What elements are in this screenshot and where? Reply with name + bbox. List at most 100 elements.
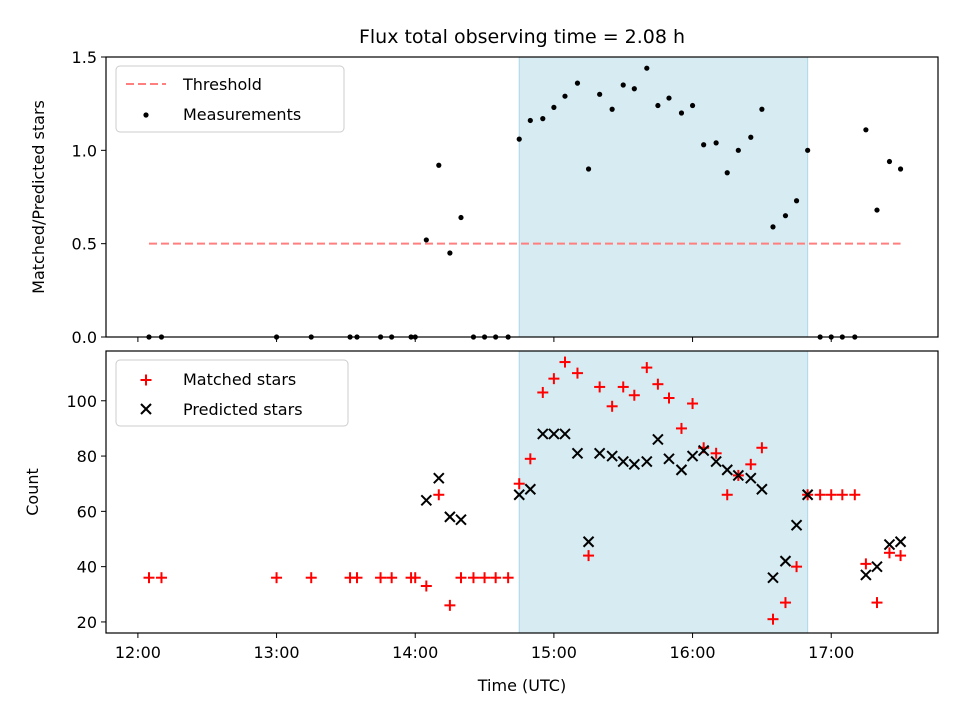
ratio-legend: Threshold Measurements [115,65,345,133]
x-tick-label: 17:00 [808,643,854,662]
predicted-star-point [571,447,584,460]
y-tick-label: 1.0 [72,141,97,160]
matched-star-point [305,572,317,584]
measurement-point [551,104,557,110]
matched-star-point [860,558,872,570]
y-tick-label: 1.5 [72,48,97,67]
predicted-star-point [606,450,618,462]
predicted-star-point [894,536,907,548]
x-tick-label: 14:00 [392,643,438,662]
predicted-star-point [593,447,606,460]
matched-star-point [779,597,791,609]
y-tick-label: 0.0 [72,328,97,347]
predicted-star-point [652,433,664,446]
legend-matched-label: Matched stars [183,370,296,389]
ratio-axes: 0.0 0.5 1.0 1.5 [72,48,832,347]
legend-box [115,65,345,133]
x-axis-label: Time (UTC) [477,676,566,695]
measurement-point [516,136,522,142]
matched-star-point [663,392,675,404]
matched-star-point [836,489,848,501]
matched-star-point [745,458,757,470]
measurement-point [805,147,811,153]
predicted-star-point [537,428,549,440]
y-tick-label: 0.5 [72,235,97,254]
x-tick-label: 12:00 [115,643,161,662]
chart-title: Flux total observing time = 2.08 h [359,26,685,48]
count-axes: 12:00 13:00 14:00 15:00 16:00 17:00 20 40 60 80 10… [66,392,854,662]
predicted-star-point [686,450,699,462]
predicted-star-point [860,569,872,581]
legend-predicted-swatch [140,403,152,415]
measurement-point [458,214,464,221]
predicted-star-point [883,538,896,551]
measurement-point [585,166,592,172]
y-tick-label: 40 [77,558,97,577]
x-tick-label: 16:00 [670,643,716,662]
predicted-star-point [641,455,653,468]
predicted-star-point [721,464,733,476]
predicted-star-point [548,428,560,440]
matched-star-point [467,572,479,584]
matched-star-point [537,386,549,398]
ratio-y-axis-label: Matched/Predicted stars [29,100,48,294]
predicted-star-point [617,455,629,468]
predicted-star-point [524,483,537,495]
matched-star-point [386,572,398,584]
measurement-point [644,65,650,71]
matched-star-point [490,572,502,584]
count-panel-frame [105,350,939,634]
measurement-point [782,213,789,219]
matched-star-point [767,613,779,625]
measurement-point [655,102,661,109]
matched-star-point [524,453,536,465]
measurement-point [447,250,453,256]
predicted-star-point [420,494,433,507]
measurement-point [886,158,893,165]
legend-threshold-label: Threshold [182,75,262,94]
predicted-star-point [444,511,456,523]
matched-star-point [617,381,629,393]
measurement-point [713,140,719,146]
measurement-point [701,142,707,148]
matched-star-point [375,572,387,584]
measurement-point [666,95,672,101]
matched-star-point [548,373,560,385]
predicted-star-point [801,489,814,501]
matched-star-point [628,389,640,401]
matched-star-point [652,378,664,390]
matched-star-point [871,597,883,609]
legend-matched-swatch [140,374,152,386]
matched-star-point [479,572,491,584]
predicted-star-point [756,483,768,495]
matched-star-point [710,447,722,459]
measurement-point [735,147,741,153]
matched-star-point [895,550,907,562]
measurement-point [759,106,765,112]
predicted-star-point [455,513,467,526]
measurement-point [748,134,754,140]
predicted-star-point [513,489,525,501]
predicted-star-point [779,555,792,567]
measurement-point [574,80,581,86]
y-tick-label: 20 [77,613,97,632]
legend-predicted-label: Predicted stars [183,400,303,419]
measurement-point [724,170,730,176]
observing-window-shade-top [518,56,809,338]
matched-star-point [594,381,606,393]
y-tick-label: 80 [77,447,97,466]
measurement-point [436,162,442,168]
matched-star-point [559,356,571,368]
predicted-star-point [559,428,571,440]
measurement-point [540,116,546,122]
y-tick-label: 60 [77,502,97,521]
measurement-point [678,110,685,116]
matched-star-point [455,572,467,584]
matched-star-point [849,489,861,501]
measurement-point [620,82,626,88]
predicted-star-point [433,472,445,484]
matched-star-point [883,547,895,559]
matched-star-point [444,599,456,611]
measurement-point [793,198,800,204]
